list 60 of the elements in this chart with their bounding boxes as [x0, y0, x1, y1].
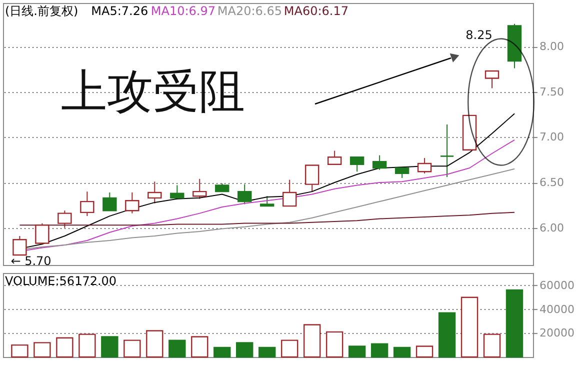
- bar: [56, 337, 74, 358]
- candlestick: [170, 184, 184, 199]
- candlestick: [192, 178, 207, 200]
- candlestick: [12, 235, 27, 256]
- bar: [370, 343, 388, 358]
- bar: [280, 340, 298, 358]
- bar: [34, 342, 51, 358]
- bar: [78, 334, 96, 358]
- y-tick-label: 8.00: [540, 40, 564, 54]
- bar: [124, 340, 141, 358]
- candlestick: [417, 158, 432, 174]
- bar: [438, 312, 456, 358]
- bar: [348, 346, 366, 358]
- y-tick-label: 6.50: [540, 176, 564, 189]
- annotation: 8.25: [466, 28, 492, 42]
- y-tick-label: 40000: [540, 302, 574, 316]
- y-tick-label: 60000: [540, 278, 574, 292]
- candlestick: [260, 196, 274, 207]
- text: MA5:7.26: [91, 4, 148, 18]
- bar: [460, 296, 478, 358]
- text: MA60:6.17: [284, 4, 348, 18]
- y-tick-label: 7.50: [540, 85, 564, 98]
- candlestick: [58, 210, 72, 228]
- chart-title: (日线.前复权): [5, 4, 78, 18]
- candlestick: [238, 184, 252, 205]
- candlestick: [35, 222, 50, 244]
- bar: [416, 346, 434, 358]
- bar: [326, 331, 344, 358]
- candlestick: [282, 179, 297, 207]
- y-tick-label: 20000: [540, 326, 574, 340]
- bar: [483, 334, 501, 358]
- bar: [191, 336, 208, 358]
- candlestick: [148, 181, 162, 204]
- chart-title: VOLUME:56172.00: [5, 274, 117, 288]
- y-tick-label: 6.00: [540, 221, 564, 234]
- y-tick-label: 7.00: [540, 130, 564, 144]
- annotation: 上攻受阻: [61, 64, 245, 118]
- candlestick: [102, 192, 117, 212]
- bar: [258, 346, 276, 358]
- bar: [11, 344, 28, 358]
- bar: [303, 324, 321, 358]
- candlestick: [440, 124, 454, 178]
- annotation: ← 5.70: [10, 254, 52, 268]
- line-series: [19, 212, 516, 226]
- candlestick: [372, 154, 387, 170]
- candlestick: [80, 191, 94, 217]
- bar: [506, 289, 524, 358]
- bar: [101, 336, 118, 358]
- bar: [168, 340, 186, 358]
- text: MA10:6.97: [150, 4, 216, 18]
- candlestick: [304, 164, 320, 192]
- bar: [214, 346, 231, 358]
- bar: [393, 346, 411, 358]
- candlestick: [125, 192, 140, 214]
- bar: [146, 330, 164, 358]
- candlestick: [327, 150, 342, 165]
- bar: [236, 342, 254, 358]
- text: MA20:6.65: [217, 4, 282, 18]
- candlestick: [350, 156, 364, 172]
- candlestick: [484, 70, 500, 89]
